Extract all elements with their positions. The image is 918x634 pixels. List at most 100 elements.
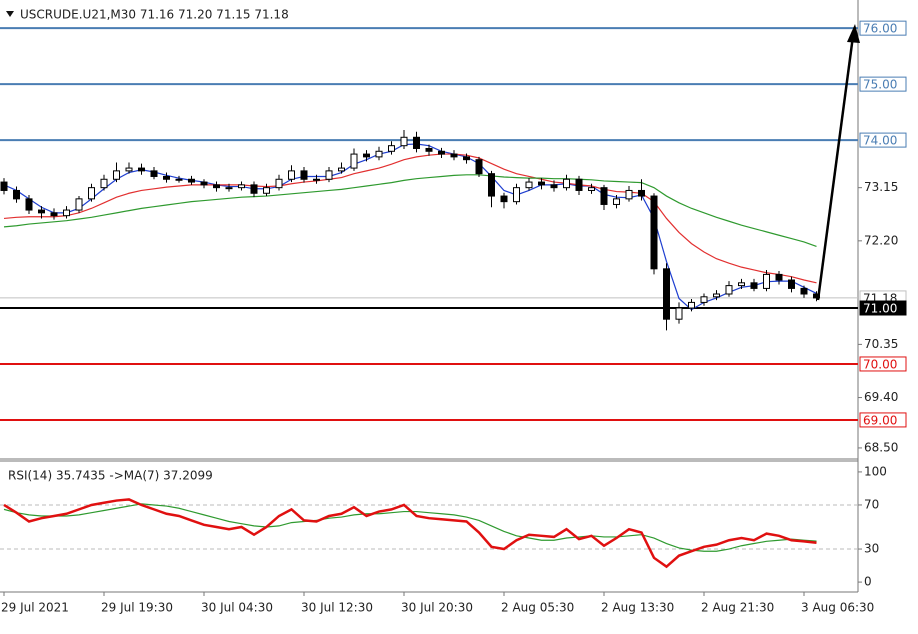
x-tick-label: 2 Aug 13:30: [601, 601, 674, 615]
forecast-arrowhead: [847, 24, 860, 43]
level-label: 76.00: [863, 22, 897, 36]
candle-body: [238, 184, 245, 189]
candle-body: [188, 178, 195, 183]
candle-body: [413, 136, 420, 149]
candle-body: [100, 178, 108, 189]
x-tick-label: 30 Jul 12:30: [301, 601, 373, 615]
candle-body: [275, 178, 283, 189]
candle-body: [738, 282, 745, 287]
candle-body: [288, 170, 295, 180]
candle-body: [688, 301, 695, 309]
level-label: 71.00: [863, 302, 897, 316]
level-box: [859, 132, 907, 148]
rsi-line: [3, 498, 817, 569]
level-box: [859, 20, 907, 36]
x-tick-label: 29 Jul 2021: [1, 601, 69, 615]
level-label: 69.00: [863, 413, 897, 427]
candle-body: [763, 273, 770, 289]
candle-body: [475, 159, 483, 175]
candle-body: [563, 178, 570, 189]
y-tick-label: 69.40: [864, 390, 898, 404]
candle-body: [200, 181, 208, 186]
candle-body: [25, 198, 33, 211]
candle-body: [463, 156, 470, 161]
x-tick-label: 30 Jul 04:30: [201, 601, 273, 615]
candle-body: [313, 178, 320, 181]
candle-body: [625, 189, 633, 200]
candle-body: [213, 184, 220, 189]
candle-body: [338, 167, 345, 172]
level-box: [859, 356, 907, 372]
candle-body: [800, 287, 808, 295]
candle-body: [500, 195, 508, 203]
candle-body: [488, 173, 495, 197]
candle-body: [538, 181, 545, 186]
candle-body: [600, 187, 608, 205]
candle-body: [363, 153, 370, 158]
moving-average: [3, 153, 817, 284]
candle-body: [400, 136, 408, 147]
moving-average: [3, 174, 817, 247]
candle-body: [775, 273, 783, 281]
level-label: 70.00: [863, 357, 897, 371]
menu-arrow: [6, 11, 14, 17]
candle-body: [113, 170, 120, 180]
rsi-tick-label: 100: [864, 464, 887, 478]
level-box: [859, 76, 907, 92]
x-tick-label: 3 Aug 06:30: [801, 601, 874, 615]
candle-body: [525, 181, 533, 189]
x-tick-label: 30 Jul 20:30: [401, 601, 473, 615]
level-box: [859, 412, 907, 428]
candle-body: [713, 293, 720, 298]
y-tick-label: 68.50: [864, 440, 898, 454]
rsi-tick-label: 0: [864, 575, 872, 589]
candle-body: [388, 145, 395, 152]
candle-body: [13, 189, 20, 200]
chart-title: USCRUDE.U21,M30 71.16 71.20 71.15 71.18: [20, 8, 289, 22]
y-tick-label: 73.15: [864, 180, 898, 194]
candle-body: [450, 153, 458, 158]
candle-body: [438, 150, 445, 155]
candle-body: [550, 184, 558, 189]
candle-body: [175, 178, 183, 181]
candle-body: [50, 212, 58, 217]
candle-body: [663, 268, 670, 320]
candle-body: [88, 187, 95, 200]
rsi-tick-label: 70: [864, 497, 879, 511]
candle-body: [225, 187, 233, 190]
y-tick-label: 70.35: [864, 337, 898, 351]
candle-body: [250, 184, 258, 194]
candle-body: [38, 209, 45, 214]
candle-body: [588, 187, 595, 191]
x-tick-label: 2 Aug 21:30: [701, 601, 774, 615]
candle-body: [325, 170, 333, 180]
candle-body: [575, 178, 583, 191]
x-tick-label: 29 Jul 19:30: [101, 601, 173, 615]
candle-body: [750, 282, 758, 289]
candle-body: [0, 181, 8, 191]
candle-body: [675, 307, 683, 320]
candle-body: [613, 198, 620, 205]
rsi-title: RSI(14) 35.7435 ->MA(7) 37.2099: [8, 469, 213, 483]
candle-body: [75, 198, 83, 211]
level-box: [859, 300, 907, 316]
candle-body: [425, 147, 433, 152]
candle-body: [375, 150, 383, 158]
forecast-arrow: [816, 35, 855, 301]
candle-body: [163, 175, 170, 180]
candle-body: [150, 170, 158, 177]
candle-body: [788, 279, 795, 289]
candle-body: [300, 170, 308, 180]
x-tick-label: 2 Aug 05:30: [501, 601, 574, 615]
candle-body: [650, 195, 658, 270]
level-label: 75.00: [863, 78, 897, 92]
candle-body: [263, 187, 270, 194]
rsi-tick-label: 30: [864, 542, 879, 556]
candle-body: [638, 189, 645, 197]
candle-body: [700, 296, 708, 303]
candle-body: [138, 167, 145, 172]
candle-body: [513, 187, 520, 203]
candle-body: [725, 285, 733, 295]
